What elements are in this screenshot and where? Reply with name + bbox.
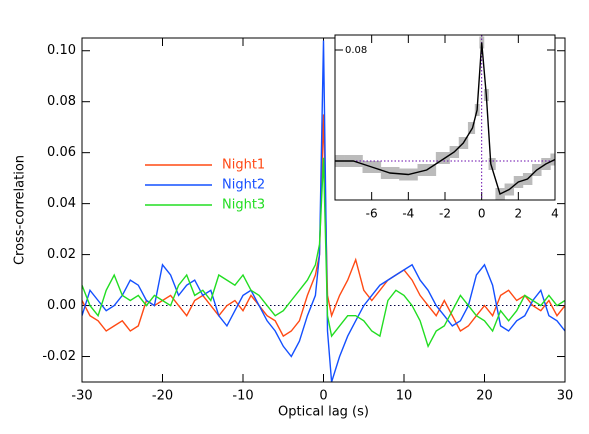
y-axis-title: Cross-correlation (13, 155, 28, 265)
y-tick-label: 0.06 (47, 145, 76, 160)
x-axis-title: Optical lag (s) (278, 405, 369, 420)
x-tick-label: 2 (515, 207, 523, 221)
y-tick-label: 0.00 (47, 298, 76, 313)
inset-line (335, 42, 556, 195)
y-tick-label: 0.10 (47, 43, 76, 58)
error-band (488, 158, 496, 170)
x-tick-label: 0 (478, 207, 486, 221)
legend-label: Night1 (222, 158, 265, 173)
y-tick-label: -0.02 (42, 349, 76, 364)
y-tick-label: 0.04 (47, 196, 76, 211)
x-tick-label: -6 (366, 207, 378, 221)
series-line (82, 40, 565, 382)
x-tick-label: -2 (439, 207, 451, 221)
x-tick-label: -30 (71, 389, 92, 404)
legend-label: Night2 (222, 178, 265, 193)
x-tick-label: -10 (232, 389, 253, 404)
inset-frame (334, 34, 556, 201)
y-tick-label: 0.02 (47, 247, 76, 262)
error-band (550, 153, 556, 166)
inset-bg (335, 35, 555, 200)
error-band (467, 122, 476, 134)
x-tick-label: -4 (402, 207, 414, 221)
series-line (82, 157, 565, 349)
x-tick-label: -20 (152, 389, 173, 404)
x-tick-label: 4 (551, 207, 559, 221)
y-tick-label: 0.08 (345, 45, 367, 56)
x-tick-label: 20 (476, 389, 493, 404)
series-line (82, 114, 565, 338)
x-tick-label: 0 (319, 389, 327, 404)
x-tick-label: 30 (557, 389, 574, 404)
y-tick-label: 0.08 (47, 94, 76, 109)
x-tick-label: 10 (396, 389, 413, 404)
legend-label: Night3 (222, 198, 265, 213)
plot-frame (81, 37, 566, 383)
